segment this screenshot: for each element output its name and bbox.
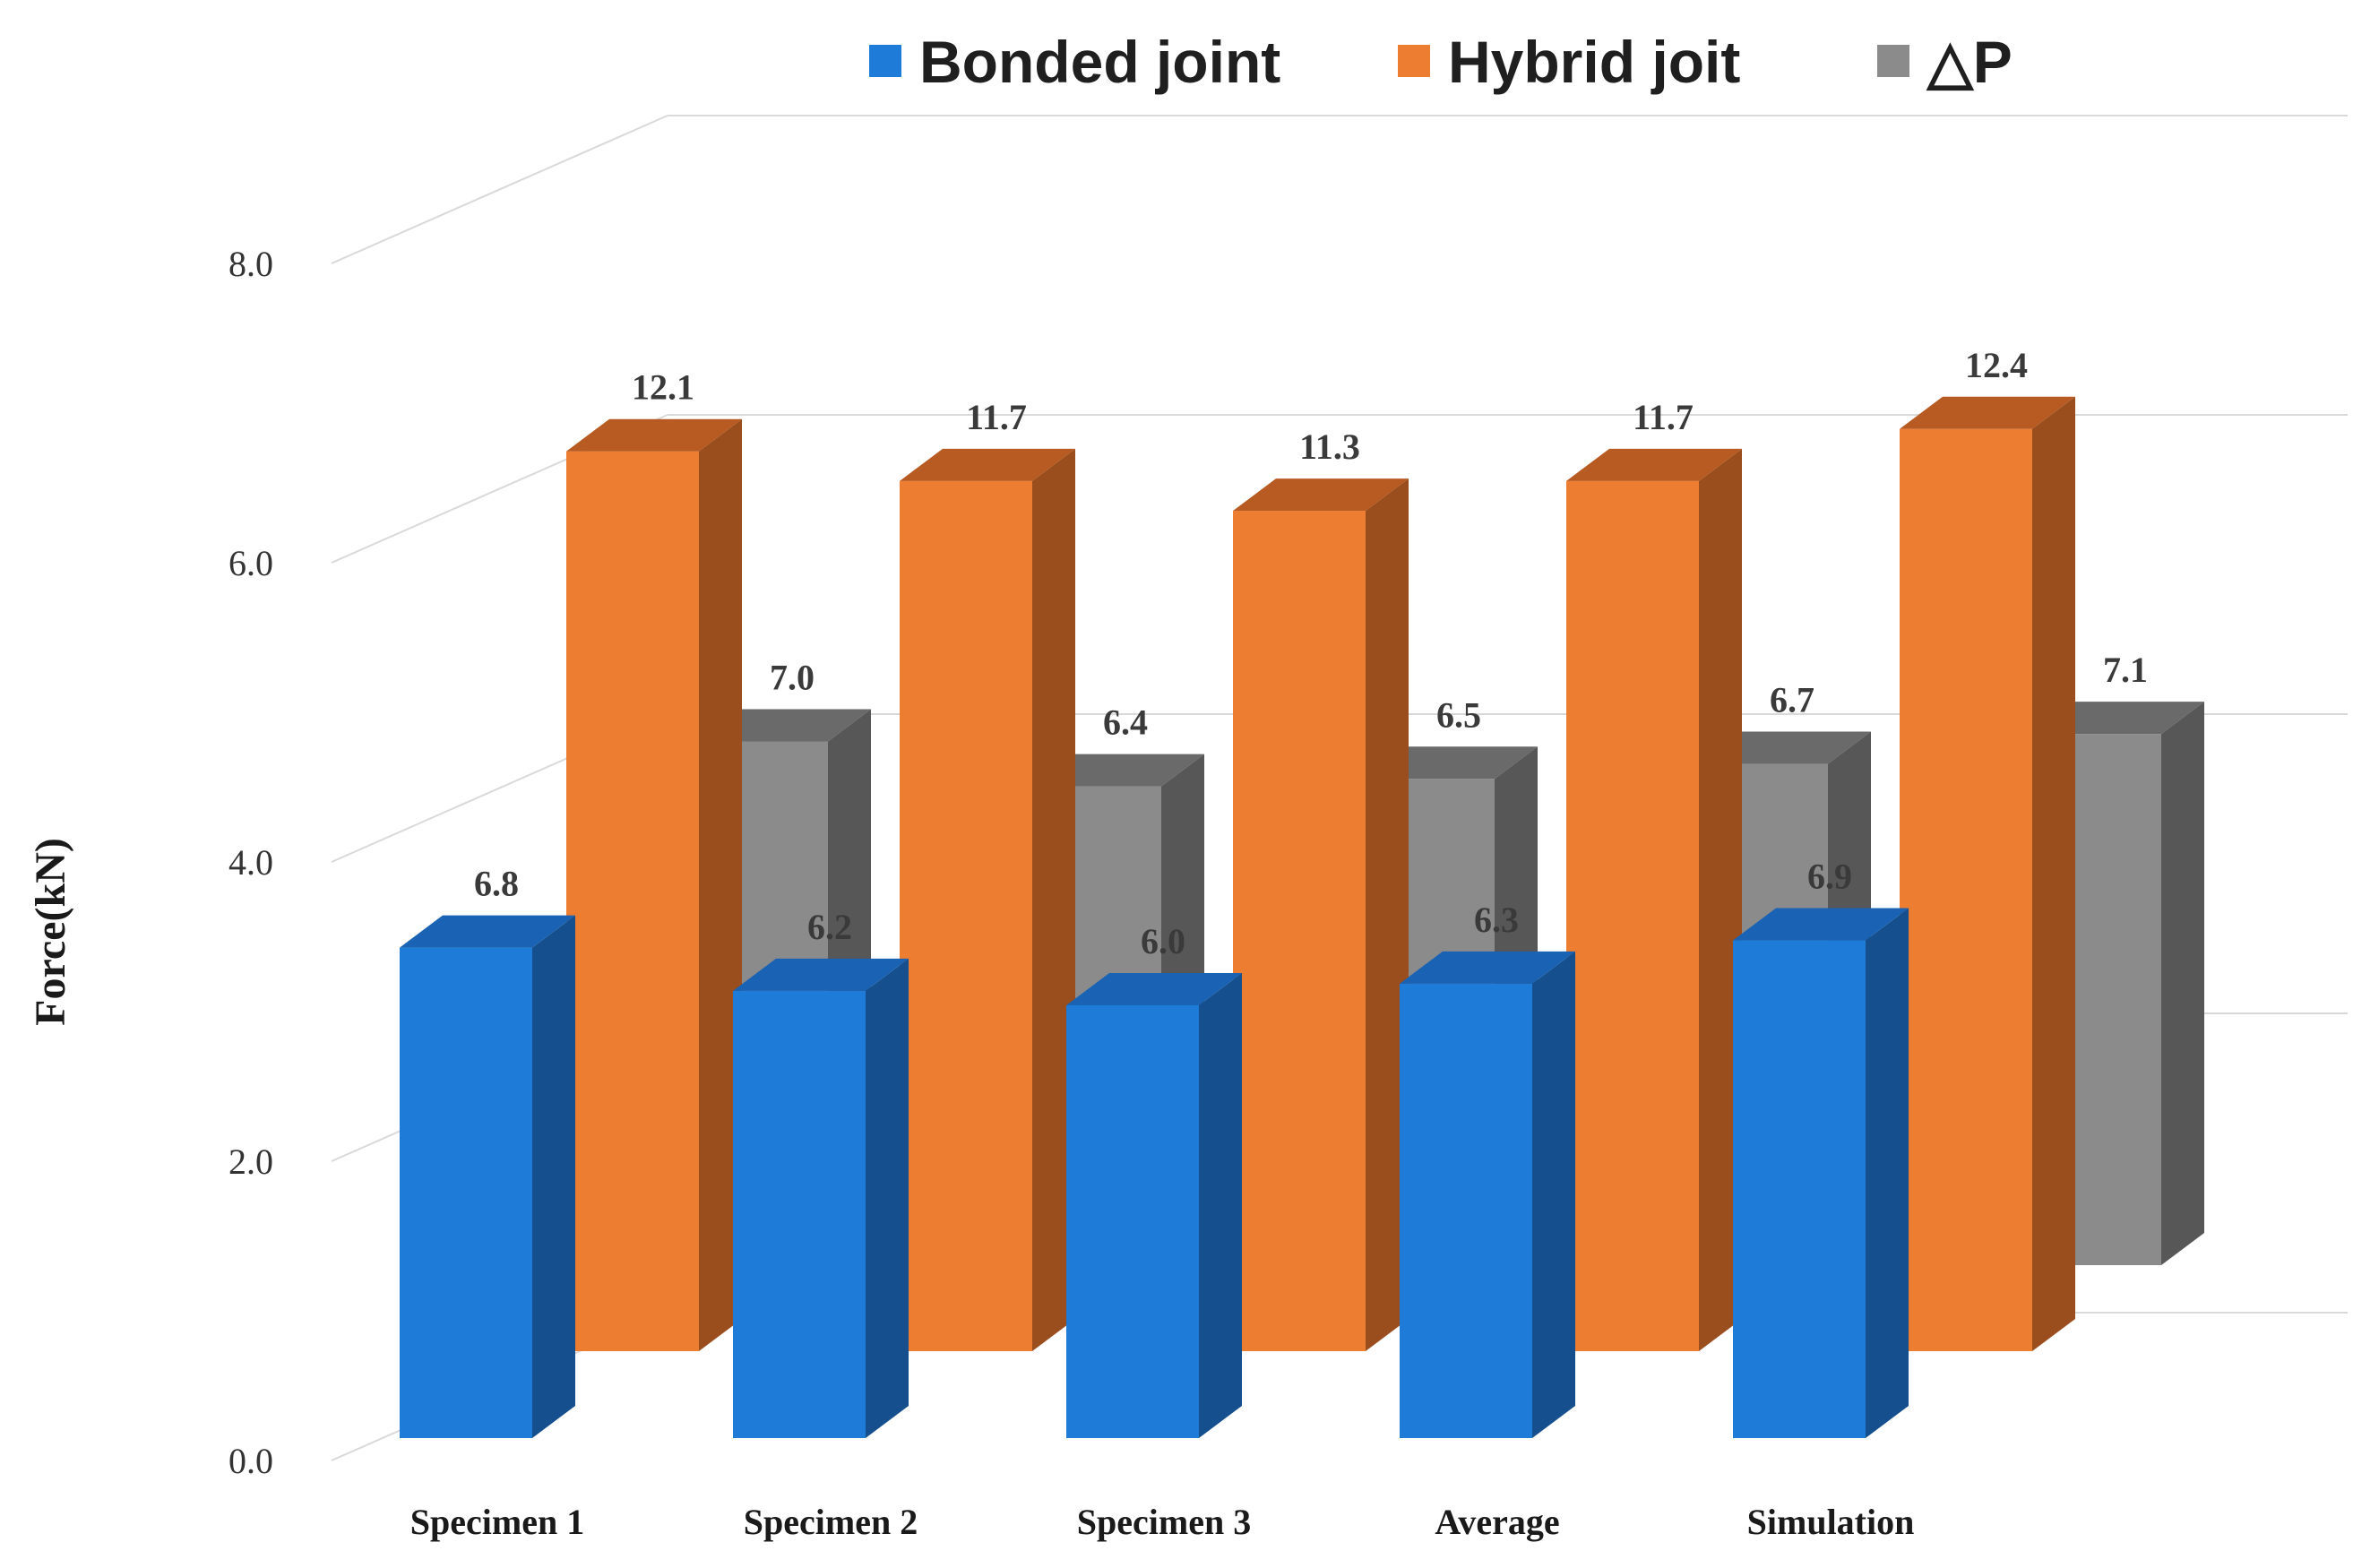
bar-1-4-front	[1900, 428, 2032, 1351]
bar-0-3-top	[1400, 951, 1575, 984]
bar-0-3-side	[1532, 951, 1575, 1438]
bar-1-3-front	[1566, 480, 1699, 1351]
bar-1-2-side	[1366, 478, 1409, 1351]
x-category-label: Simulation	[1747, 1502, 1915, 1542]
data-label: 12.4	[1965, 345, 2028, 385]
x-category-label: Average	[1435, 1502, 1559, 1542]
y-tick-label: 6.0	[228, 543, 273, 583]
data-label: 6.8	[474, 864, 519, 904]
data-label: 6.4	[1103, 702, 1148, 743]
bar-1-0-top	[566, 418, 742, 452]
bar-1-1-front	[900, 480, 1032, 1351]
bar-1-2-top	[1233, 478, 1409, 512]
bar-0-4-front	[1733, 940, 1866, 1438]
bar-0-1-front	[733, 990, 866, 1438]
legend-swatch	[1877, 45, 1909, 77]
bar-0-4-side	[1866, 908, 1909, 1438]
data-label: 6.2	[807, 907, 852, 947]
data-label: 7.1	[2103, 650, 2148, 690]
legend-swatch	[869, 45, 901, 77]
bar-1-0-front	[566, 451, 699, 1351]
legend-label: △P	[1926, 29, 2013, 95]
bar-0-1-top	[733, 958, 909, 991]
bar-1-3-top	[1566, 448, 1742, 481]
legend: Bonded joint Hybrid joit △P	[869, 29, 2013, 95]
gridline-diagonal	[331, 115, 668, 264]
bar-0-2-side	[1199, 973, 1242, 1438]
data-label: 6.7	[1770, 680, 1814, 720]
bar-0-0-side	[532, 915, 575, 1438]
bar-0-0-top	[400, 915, 575, 948]
bar-1-4-top	[1900, 396, 2075, 429]
bar-0-2-front	[1066, 1005, 1199, 1438]
legend-swatch	[1398, 45, 1430, 77]
data-labels: 7.0 6.4 6.5 6.7 7.1 12.1 11.7 11.3 11.7 12.4 6.8 6.…	[474, 345, 2148, 961]
bar-0-2-top	[1066, 973, 1242, 1005]
legend-label: Bonded joint	[919, 29, 1280, 95]
data-label: 11.7	[966, 397, 1027, 437]
bar-1-2-front	[1233, 511, 1366, 1351]
data-label: 11.7	[1633, 397, 1694, 437]
x-category-label: Specimen 3	[1077, 1502, 1251, 1542]
data-label: 6.9	[1807, 857, 1852, 897]
y-axis-label: Force(kN)	[27, 838, 74, 1026]
bar-0-0-front	[400, 947, 532, 1438]
y-tick-label: 8.0	[228, 244, 273, 284]
data-label: 11.3	[1299, 426, 1360, 467]
x-axis-categories: Specimen 1 Specimen 2 Specimen 3 Average Sim…	[410, 1502, 1915, 1542]
bar-0-4-top	[1733, 908, 1909, 941]
x-category-label: Specimen 2	[744, 1502, 918, 1542]
data-label: 6.0	[1141, 921, 1185, 961]
legend-label: Hybrid joit	[1448, 29, 1740, 95]
y-tick-label: 0.0	[228, 1441, 273, 1481]
bar-1-1-top	[900, 448, 1075, 481]
data-label: 6.5	[1436, 694, 1481, 735]
bar-1-1-side	[1032, 448, 1075, 1351]
bar-1-3-side	[1699, 448, 1742, 1351]
y-tick-label: 4.0	[228, 842, 273, 883]
bar-0-3-front	[1400, 983, 1532, 1438]
bar-0-1-side	[866, 958, 909, 1438]
bar-1-0-side	[699, 418, 742, 1352]
data-label: 7.0	[770, 658, 815, 698]
y-tick-label: 2.0	[228, 1142, 273, 1182]
bar-2-4-side	[2161, 702, 2204, 1265]
x-category-label: Specimen 1	[410, 1502, 584, 1542]
data-label: 12.1	[632, 367, 694, 408]
data-label: 6.3	[1474, 900, 1519, 940]
y-axis-ticks: 0.02.04.06.08.010.012.014.0	[228, 244, 273, 1481]
bars	[400, 396, 2204, 1438]
bar-1-4-side	[2032, 396, 2075, 1351]
